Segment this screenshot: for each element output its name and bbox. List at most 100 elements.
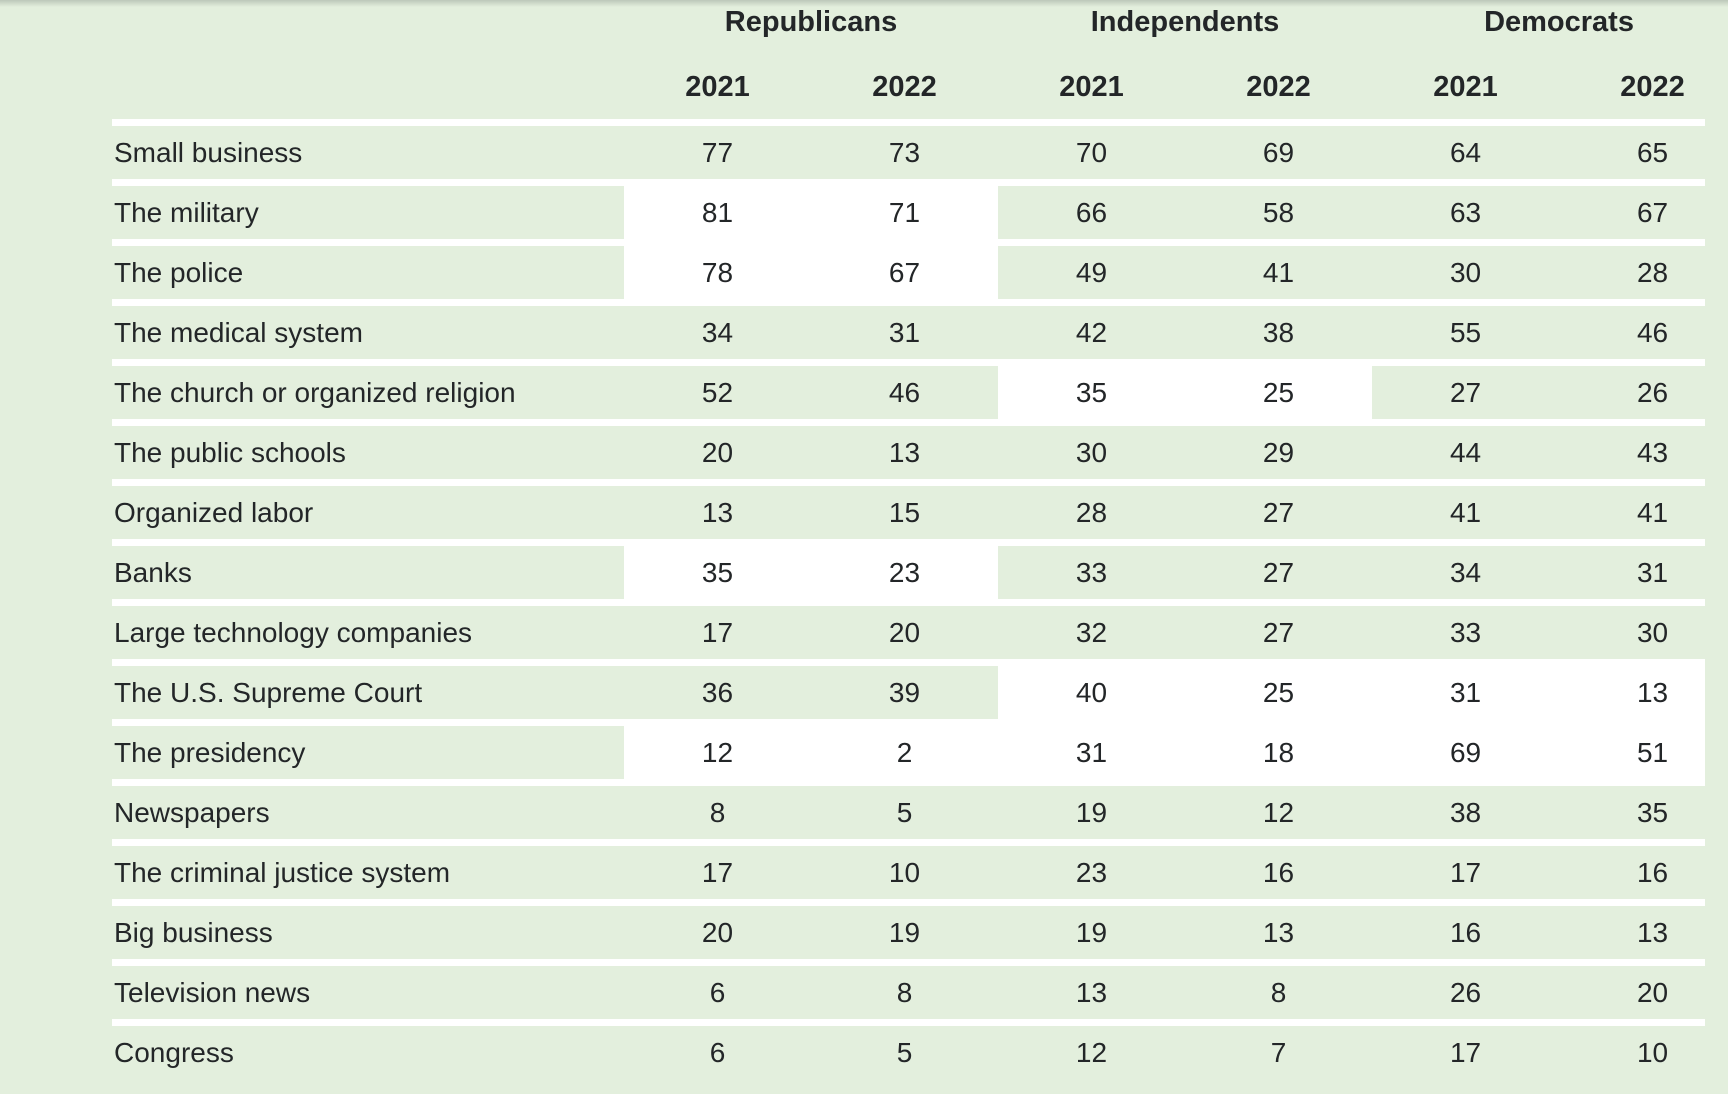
value-cell: 38 bbox=[1372, 779, 1560, 839]
value-cell: 5 bbox=[811, 1019, 998, 1079]
table-row: The criminal justice system 17 10 23 16 17 16 bbox=[112, 839, 1705, 899]
value-cell: 19 bbox=[998, 779, 1185, 839]
value-cell: 67 bbox=[811, 239, 998, 299]
group-header-democrats: Democrats bbox=[1484, 5, 1634, 38]
table-row: Large technology companies 17 20 32 27 33 30 bbox=[112, 599, 1705, 659]
value-cell: 20 bbox=[811, 599, 998, 659]
value-cell: 34 bbox=[624, 299, 811, 359]
value-cell: 17 bbox=[1372, 1019, 1560, 1079]
value-cell: 6 bbox=[624, 959, 811, 1019]
value-cell: 12 bbox=[624, 719, 811, 779]
value-cell: 13 bbox=[624, 479, 811, 539]
value-cell: 65 bbox=[1559, 119, 1705, 179]
value-cell: 16 bbox=[1185, 839, 1373, 899]
row-label: Newspapers bbox=[112, 779, 624, 839]
value-cell: 46 bbox=[811, 359, 998, 419]
value-cell: 13 bbox=[998, 959, 1185, 1019]
value-cell: 55 bbox=[1372, 299, 1560, 359]
value-cell: 12 bbox=[1185, 779, 1373, 839]
row-label: The public schools bbox=[112, 419, 624, 479]
table-row: Banks 35 23 33 27 34 31 bbox=[112, 539, 1705, 599]
value-cell: 44 bbox=[1372, 419, 1560, 479]
table-row: The U.S. Supreme Court 36 39 40 25 31 13 bbox=[112, 659, 1705, 719]
value-cell: 27 bbox=[1185, 539, 1373, 599]
value-cell: 52 bbox=[624, 359, 811, 419]
value-cell: 66 bbox=[998, 179, 1185, 239]
value-cell: 16 bbox=[1372, 899, 1560, 959]
value-cell: 27 bbox=[1185, 599, 1373, 659]
value-cell: 30 bbox=[1559, 599, 1705, 659]
value-cell: 26 bbox=[1559, 359, 1705, 419]
value-cell: 25 bbox=[1185, 359, 1373, 419]
value-cell: 17 bbox=[624, 599, 811, 659]
value-cell: 17 bbox=[1372, 839, 1560, 899]
group-header-independents: Independents bbox=[1090, 5, 1280, 38]
value-cell: 38 bbox=[1185, 299, 1373, 359]
table-row: Newspapers 8 5 19 12 38 35 bbox=[112, 779, 1705, 839]
row-label: Big business bbox=[112, 899, 624, 959]
row-label: The criminal justice system bbox=[112, 839, 624, 899]
value-cell: 20 bbox=[624, 899, 811, 959]
table-header: Republicans Independents Democrats 2021 … bbox=[112, 0, 1705, 119]
value-cell: 81 bbox=[624, 179, 811, 239]
value-cell: 33 bbox=[1372, 599, 1560, 659]
value-cell: 30 bbox=[998, 419, 1185, 479]
row-label: The presidency bbox=[112, 719, 624, 779]
value-cell: 8 bbox=[811, 959, 998, 1019]
value-cell: 77 bbox=[624, 119, 811, 179]
value-cell: 42 bbox=[998, 299, 1185, 359]
table-row: Big business 20 19 19 13 16 13 bbox=[112, 899, 1705, 959]
value-cell: 26 bbox=[1372, 959, 1560, 1019]
value-cell: 35 bbox=[998, 359, 1185, 419]
table-row: The police 78 67 49 41 30 28 bbox=[112, 239, 1705, 299]
table-row: Organized labor 13 15 28 27 41 41 bbox=[112, 479, 1705, 539]
value-cell: 28 bbox=[998, 479, 1185, 539]
value-cell: 2 bbox=[811, 719, 998, 779]
value-cell: 51 bbox=[1559, 719, 1705, 779]
year-header: 2021 bbox=[685, 71, 750, 103]
row-label: The church or organized religion bbox=[112, 359, 624, 419]
row-label: Congress bbox=[112, 1019, 624, 1079]
value-cell: 39 bbox=[811, 659, 998, 719]
value-cell: 13 bbox=[1185, 899, 1373, 959]
value-cell: 33 bbox=[998, 539, 1185, 599]
row-label: The medical system bbox=[112, 299, 624, 359]
row-label: Large technology companies bbox=[112, 599, 624, 659]
row-label: The U.S. Supreme Court bbox=[112, 659, 624, 719]
value-cell: 35 bbox=[624, 539, 811, 599]
value-cell: 58 bbox=[1185, 179, 1373, 239]
value-cell: 49 bbox=[998, 239, 1185, 299]
year-header: 2022 bbox=[1620, 71, 1685, 103]
table-row: Congress 6 5 12 7 17 10 bbox=[112, 1019, 1705, 1079]
value-cell: 8 bbox=[1185, 959, 1373, 1019]
value-cell: 13 bbox=[1559, 659, 1705, 719]
group-header-republicans: Republicans bbox=[724, 5, 898, 38]
value-cell: 67 bbox=[1559, 179, 1705, 239]
value-cell: 78 bbox=[624, 239, 811, 299]
corner-spacer bbox=[112, 40, 624, 119]
table-row: The medical system 34 31 42 38 55 46 bbox=[112, 299, 1705, 359]
row-label: The military bbox=[112, 179, 624, 239]
value-cell: 46 bbox=[1559, 299, 1705, 359]
table-row: The presidency 12 2 31 18 69 51 bbox=[112, 719, 1705, 779]
row-label: The police bbox=[112, 239, 624, 299]
value-cell: 20 bbox=[624, 419, 811, 479]
table-container: Republicans Independents Democrats 2021 … bbox=[112, 0, 1705, 1094]
value-cell: 19 bbox=[998, 899, 1185, 959]
table-row: Television news 6 8 13 8 26 20 bbox=[112, 959, 1705, 1019]
year-header: 2021 bbox=[1433, 71, 1498, 103]
value-cell: 27 bbox=[1372, 359, 1560, 419]
table-row: Small business 77 73 70 69 64 65 bbox=[112, 119, 1705, 179]
value-cell: 10 bbox=[811, 839, 998, 899]
value-cell: 40 bbox=[998, 659, 1185, 719]
value-cell: 41 bbox=[1185, 239, 1373, 299]
value-cell: 32 bbox=[998, 599, 1185, 659]
value-cell: 31 bbox=[811, 299, 998, 359]
year-header: 2021 bbox=[1059, 71, 1124, 103]
value-cell: 41 bbox=[1559, 479, 1705, 539]
value-cell: 20 bbox=[1559, 959, 1705, 1019]
table-row: The public schools 20 13 30 29 44 43 bbox=[112, 419, 1705, 479]
table-row: The military 81 71 66 58 63 67 bbox=[112, 179, 1705, 239]
row-label: Television news bbox=[112, 959, 624, 1019]
value-cell: 23 bbox=[811, 539, 998, 599]
